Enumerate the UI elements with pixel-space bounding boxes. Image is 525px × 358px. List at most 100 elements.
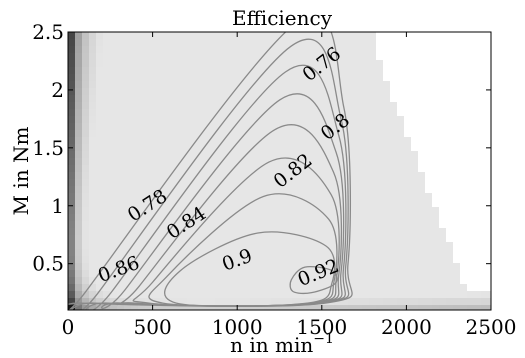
heatmap-cell [292, 81, 300, 89]
heatmap-cell [306, 228, 314, 236]
heatmap-cell [187, 291, 195, 299]
y-tick-label: 2 [51, 78, 64, 102]
heatmap-cell [243, 144, 251, 152]
heatmap-cell [439, 256, 447, 264]
heatmap-cell [96, 137, 104, 145]
heatmap-cell [467, 284, 475, 292]
heatmap-cell [481, 172, 489, 180]
heatmap-cell [488, 284, 491, 292]
heatmap-cell [236, 123, 244, 131]
heatmap-cell [138, 81, 146, 89]
heatmap-cell [432, 228, 440, 236]
heatmap-cell [243, 200, 251, 208]
heatmap-cell [299, 298, 307, 306]
heatmap-cell [397, 39, 405, 47]
heatmap-cell [362, 186, 370, 194]
heatmap-cell [362, 277, 370, 285]
heatmap-cell [362, 193, 370, 201]
heatmap-cell [75, 256, 83, 264]
heatmap-cell [159, 284, 167, 292]
heatmap-cell [397, 123, 405, 131]
heatmap-cell [243, 263, 251, 271]
heatmap-cell [243, 270, 251, 278]
heatmap-cell [117, 298, 125, 306]
heatmap-cell [355, 102, 363, 110]
heatmap-cell [159, 88, 167, 96]
heatmap-cell [348, 284, 356, 292]
heatmap-cell [460, 46, 468, 54]
heatmap-cell [376, 67, 384, 75]
heatmap-cell [355, 186, 363, 194]
heatmap-cell [362, 109, 370, 117]
heatmap-cell [264, 256, 272, 264]
heatmap-cell [432, 144, 440, 152]
heatmap-cell [257, 284, 265, 292]
heatmap-cell [418, 109, 426, 117]
heatmap-cell [278, 53, 286, 61]
heatmap-cell [117, 249, 125, 257]
heatmap-cell [159, 67, 167, 75]
heatmap-cell [383, 102, 391, 110]
heatmap-cell [439, 221, 447, 229]
heatmap-cell [390, 179, 398, 187]
heatmap-cell [481, 88, 489, 96]
heatmap-cell [481, 186, 489, 194]
heatmap-cell [124, 179, 132, 187]
heatmap-cell [124, 158, 132, 166]
heatmap-cell [362, 158, 370, 166]
heatmap-cell [376, 298, 384, 306]
heatmap-cell [446, 214, 454, 222]
heatmap-cell [439, 144, 447, 152]
heatmap-cell [397, 277, 405, 285]
heatmap-cell [425, 46, 433, 54]
heatmap-cell [320, 60, 328, 68]
heatmap-cell [159, 186, 167, 194]
heatmap-cell [292, 298, 300, 306]
heatmap-cell [355, 270, 363, 278]
heatmap-cell [467, 277, 475, 285]
heatmap-cell [397, 46, 405, 54]
heatmap-cell [418, 228, 426, 236]
heatmap-cell [68, 102, 76, 110]
heatmap-cell [271, 200, 279, 208]
heatmap-cell [474, 207, 482, 215]
heatmap-cell [467, 165, 475, 173]
heatmap-cell [404, 263, 412, 271]
heatmap-cell [369, 109, 377, 117]
heatmap-cell [411, 109, 419, 117]
heatmap-cell [173, 284, 181, 292]
heatmap-cell [425, 179, 433, 187]
heatmap-cell [264, 291, 272, 299]
heatmap-cell [488, 158, 491, 166]
heatmap-cell [369, 291, 377, 299]
heatmap-cell [474, 53, 482, 61]
heatmap-cell [292, 60, 300, 68]
heatmap-cell [152, 200, 160, 208]
heatmap-cell [264, 284, 272, 292]
heatmap-cell [313, 144, 321, 152]
heatmap-cell [180, 46, 188, 54]
heatmap-cell [348, 130, 356, 138]
heatmap-cell [194, 151, 202, 159]
heatmap-cell [334, 291, 342, 299]
heatmap-cell [201, 172, 209, 180]
heatmap-cell [453, 165, 461, 173]
heatmap-cell [404, 137, 412, 145]
heatmap-cell [208, 32, 216, 40]
heatmap-cell [173, 137, 181, 145]
heatmap-cell [166, 151, 174, 159]
heatmap-cell [152, 179, 160, 187]
heatmap-cell [82, 249, 90, 257]
heatmap-cell [187, 207, 195, 215]
heatmap-cell [103, 263, 111, 271]
heatmap-cell [425, 144, 433, 152]
heatmap-cell [229, 298, 237, 306]
heatmap-cell [362, 151, 370, 159]
heatmap-cell [348, 186, 356, 194]
heatmap-cell [285, 158, 293, 166]
heatmap-cell [201, 200, 209, 208]
heatmap-cell [327, 67, 335, 75]
heatmap-cell [194, 228, 202, 236]
heatmap-cell [68, 193, 76, 201]
heatmap-cell [355, 137, 363, 145]
